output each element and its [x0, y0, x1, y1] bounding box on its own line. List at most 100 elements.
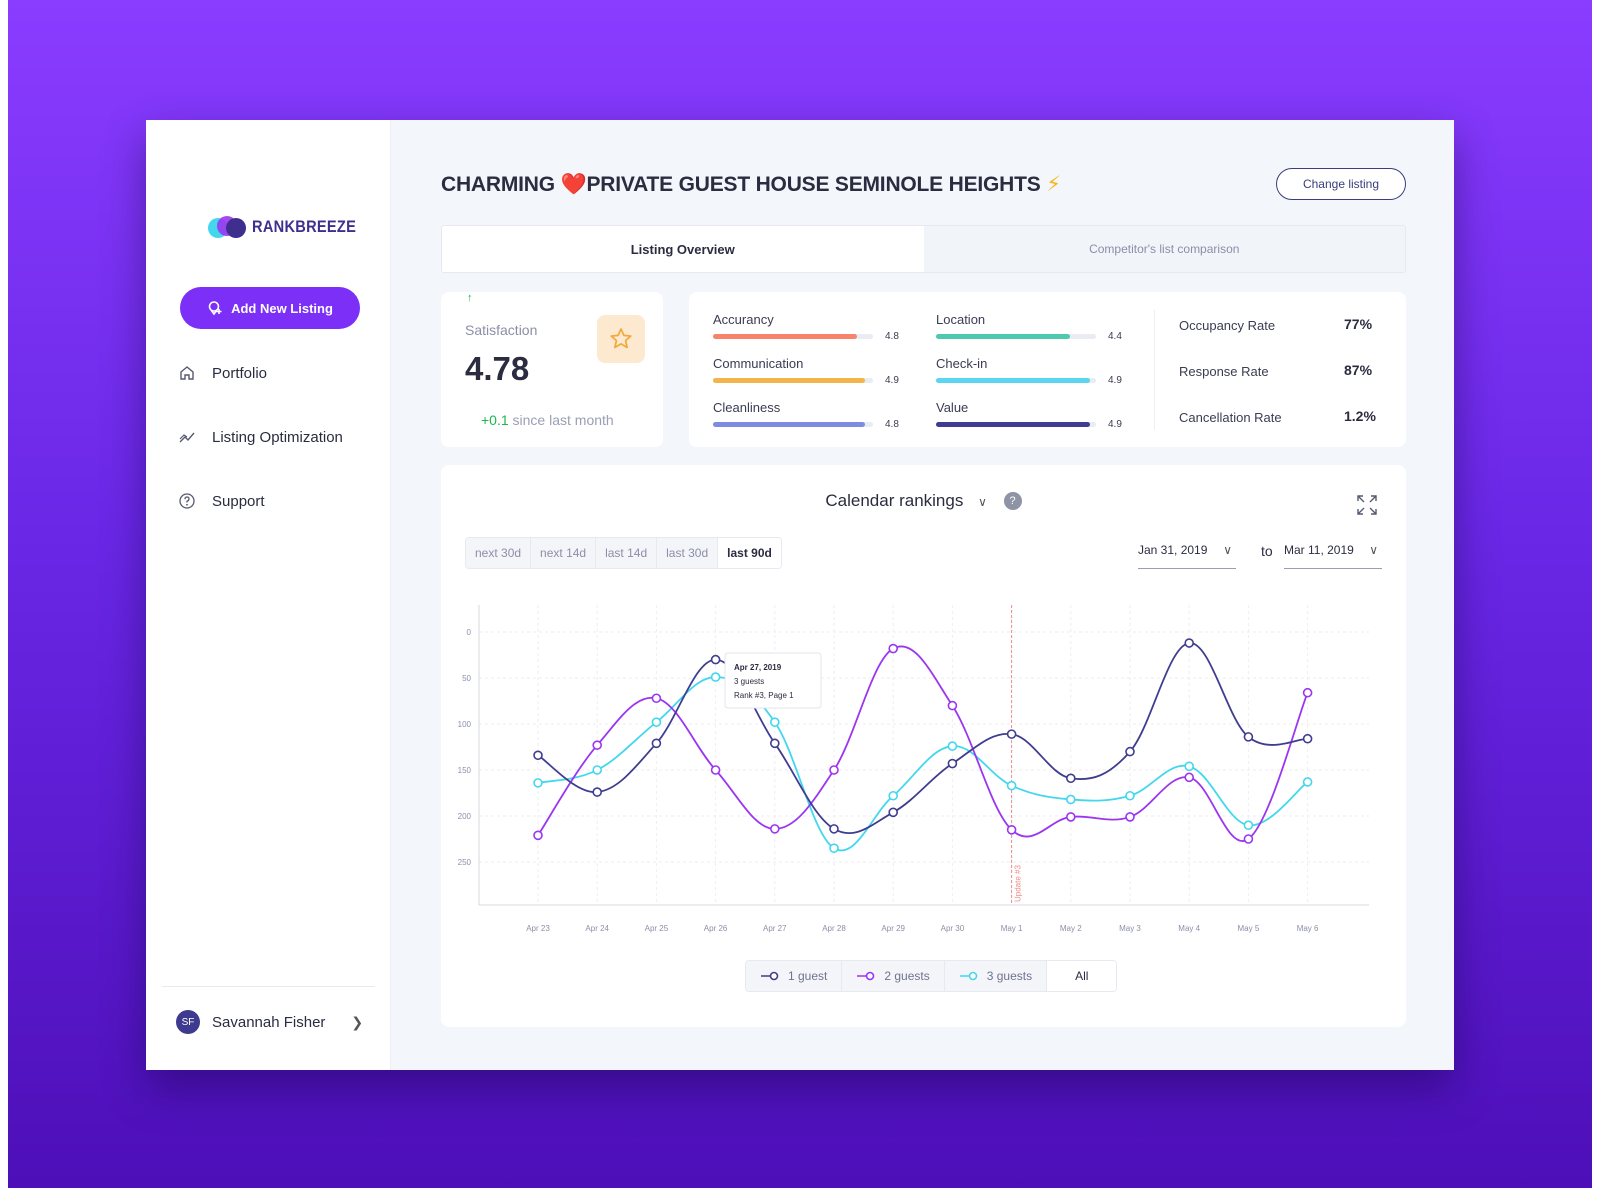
- data-point: [592, 787, 602, 797]
- chevron-down-icon: ∨: [1223, 543, 1232, 557]
- data-point: [888, 643, 899, 654]
- rating-value: 4.8: [885, 419, 899, 430]
- sidebar-item-portfolio[interactable]: Portfolio: [178, 364, 267, 382]
- data-point: [533, 830, 543, 841]
- rate-value: 77%: [1344, 316, 1373, 332]
- add-location-icon: [208, 301, 222, 316]
- data-point: [769, 738, 780, 749]
- rate-label: Occupancy Rate: [1179, 318, 1276, 333]
- chart-title[interactable]: Calendar rankings: [825, 491, 964, 510]
- rating-value: 4.4: [1108, 331, 1122, 342]
- lightning-emoji: ⚡: [1046, 173, 1061, 196]
- logo-icon: [208, 216, 246, 238]
- calendar-rankings-card: 0 50 100 150 200 250 Apr 23 Apr 24 Apr 25 Apr 26 A…: [441, 465, 1406, 1027]
- legend-item[interactable]: 3 guests: [944, 961, 1048, 991]
- x-tick-label: May 3: [1119, 924, 1141, 933]
- heart-emoji: ❤️: [560, 173, 587, 196]
- app-window: RANKBREEZE Add New Listing Portfolio Lis…: [146, 120, 1454, 1070]
- y-tick-label: 0: [467, 628, 472, 637]
- data-point: [1184, 772, 1195, 783]
- satisfaction-change: +0.1 since last month: [481, 412, 614, 428]
- brand-name: RANKBREEZE: [252, 217, 357, 236]
- rating-bar: [936, 422, 1096, 427]
- satisfaction-change-text: since last month: [508, 412, 614, 428]
- x-tick-label: Apr 25: [645, 924, 669, 933]
- rating-value: 4.9: [885, 375, 899, 386]
- tooltip-line: Rank #3, Page 1: [734, 691, 794, 700]
- data-point: [769, 824, 780, 834]
- title-text-2: PRIVATE GUEST HOUSE SEMINOLE HEIGHTS: [586, 173, 1047, 196]
- x-tick-label: Apr 27: [763, 924, 787, 933]
- add-new-listing-button[interactable]: Add New Listing: [180, 287, 360, 329]
- range-last-30d[interactable]: last 30d: [657, 538, 719, 568]
- x-tick-label: Apr 24: [585, 924, 609, 933]
- range-next-30d[interactable]: next 30d: [466, 538, 532, 568]
- data-point: [1243, 732, 1254, 742]
- data-point: [592, 765, 602, 775]
- date-from-select[interactable]: Jan 31, 2019 ∨: [1138, 543, 1236, 569]
- range-selector: next 30d next 14d last 14d last 30d last…: [465, 537, 782, 569]
- satisfaction-change-value: +0.1: [481, 412, 509, 428]
- data-point: [829, 843, 839, 854]
- tab-listing-overview[interactable]: Listing Overview: [442, 226, 924, 272]
- rating-label: Check-in: [936, 356, 988, 371]
- date-from-value: Jan 31, 2019: [1138, 543, 1208, 557]
- legend-line-icon: [959, 971, 978, 981]
- data-point: [1184, 761, 1195, 772]
- sidebar: RANKBREEZE Add New Listing Portfolio Lis…: [146, 120, 391, 1070]
- range-last-14d[interactable]: last 14d: [596, 538, 658, 568]
- rating-value: 4.9: [1108, 419, 1122, 430]
- data-point: [1065, 794, 1076, 805]
- rating-bar: [713, 334, 873, 339]
- y-tick-label: 250: [458, 858, 472, 867]
- chevron-down-icon[interactable]: ∨: [978, 495, 987, 509]
- sidebar-item-label: Support: [212, 492, 265, 510]
- data-point: [592, 740, 602, 750]
- rating-bar: [713, 422, 873, 427]
- sidebar-item-label: Portfolio: [212, 364, 268, 382]
- sidebar-item-support[interactable]: Support: [178, 492, 265, 510]
- rating-label: Communication: [713, 356, 804, 371]
- brand-logo[interactable]: RANKBREEZE: [208, 216, 373, 238]
- date-to-select[interactable]: Mar 11, 2019 ∨: [1284, 543, 1382, 569]
- expand-icon[interactable]: [1355, 493, 1379, 517]
- data-point: [1065, 773, 1076, 784]
- range-last-90d[interactable]: last 90d: [718, 538, 781, 568]
- x-tick-label: Apr 23: [526, 924, 550, 933]
- ratings-divider: [1154, 310, 1155, 430]
- rating-value: 4.8: [885, 331, 899, 342]
- data-point: [533, 778, 543, 788]
- series-1-guest: [533, 638, 1313, 835]
- legend-line-icon: [857, 971, 875, 981]
- sidebar-item-listing-optimization[interactable]: Listing Optimization: [178, 428, 343, 446]
- rating-label: Location: [936, 312, 986, 327]
- rating-bar-fill: [713, 334, 857, 339]
- avatar: SF: [176, 1010, 200, 1034]
- ranking-line-chart: 0 50 100 150 200 250 Apr 23 Apr 24 Apr 25 Apr 26 A…: [458, 605, 1369, 933]
- sidebar-divider: [162, 986, 375, 987]
- help-icon[interactable]: ?: [1003, 492, 1022, 510]
- legend-item[interactable]: 2 guests: [842, 961, 945, 991]
- data-point: [1006, 729, 1017, 739]
- change-listing-button[interactable]: Change listing: [1276, 168, 1406, 200]
- satisfaction-card: ↑ Satisfaction 4.78 +0.1 since last mont…: [441, 292, 663, 447]
- data-point: [1302, 733, 1313, 744]
- user-profile[interactable]: SF Savannah Fisher ❯: [176, 1010, 363, 1034]
- rate-label: Cancellation Rate: [1179, 410, 1282, 425]
- rating-label: Accurancy: [713, 312, 774, 327]
- rate-value: 1.2%: [1344, 408, 1376, 424]
- satisfaction-value: 4.78: [465, 350, 530, 387]
- legend-item[interactable]: 1 guest: [746, 961, 843, 991]
- legend-all-button[interactable]: All: [1047, 961, 1117, 991]
- tooltip-box: [724, 652, 822, 709]
- satisfaction-label: Satisfaction: [465, 322, 538, 338]
- page-title: CHARMING ❤️PRIVATE GUEST HOUSE SEMINOLE …: [441, 172, 1061, 197]
- range-next-14d[interactable]: next 14d: [531, 538, 597, 568]
- data-point: [1302, 777, 1313, 787]
- legend-label: 2 guests: [884, 969, 930, 983]
- ratings-card: Occupancy Rate 77% Response Rate 87% Can…: [689, 292, 1406, 447]
- data-point: [651, 693, 662, 704]
- data-point: [651, 717, 662, 727]
- data-point: [710, 654, 721, 665]
- tab-competitor-comparison[interactable]: Competitor's list comparison: [923, 226, 1405, 272]
